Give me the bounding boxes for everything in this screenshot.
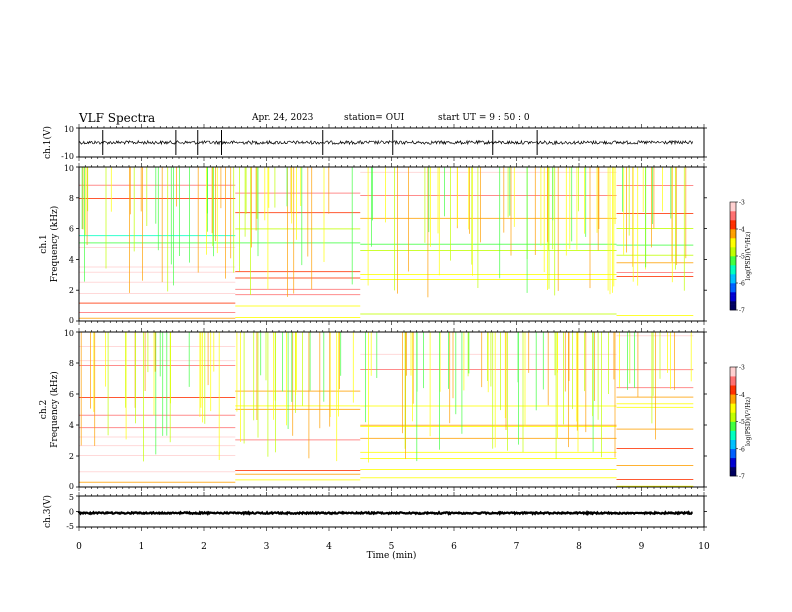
x-tick-label: 6 [451,542,457,552]
ch2-spectrogram-frame [78,331,705,488]
y-tick-label: 10 [64,164,74,173]
y-tick-label: 2 [69,286,74,295]
x-tick-label: 8 [576,542,582,552]
x-tick-label: 7 [514,542,520,552]
ch1-waveform-xticks [78,124,705,161]
colorbar-label: log(PSD)(V²/Hz) [745,397,752,446]
ch1-waveform-ylabel: ch.1(V) [42,126,53,159]
ch1-spectrogram-cells [79,167,694,319]
y-tick-label: 6 [69,390,74,399]
figure-title: VLF Spectra [79,111,156,125]
colorbar-tick-label: -4 [739,392,745,399]
ch2-spectrogram-ylabel: Frequency (kHz) [49,371,60,448]
ch1-spectrogram-xticks [78,163,705,325]
ch3-waveform-xticks [78,492,705,531]
ch2-spectrogram-colorbar: -3 -4 -5 -6 -7 log(PSD)(V²/Hz) [729,365,752,481]
time-axis: 0 1 2 3 4 5 6 7 8 9 10 Time (min) [76,542,710,561]
colorbar-tick-label: -7 [739,474,745,481]
ch1-spectrogram-panel: -3 -4 -5 -6 -7 log(PSD)(V²/Hz) ch.1 Frequency (… [39,163,752,325]
x-tick-label: 2 [201,542,207,552]
colorbar-tick-label: -3 [739,200,745,207]
x-tick-label: 4 [326,542,332,552]
ch1-waveform-trace [78,139,693,146]
ch1-waveform-yticks: 10 -10 [61,125,707,161]
y-tick-label: 4 [69,255,74,264]
ch2-spectrogram-xticks [78,328,705,491]
colorbar-tick-label: -4 [739,227,745,234]
ch2-spectrogram-yticks: 0 2 4 6 8 10 [64,329,707,491]
recording-date: Apr. 24, 2023 [252,113,314,123]
x-tick-label: 5 [389,542,395,552]
y-tick-label: 10 [64,329,74,338]
station-name: station= OUI [344,113,405,123]
ch2-spectrogram-channel-label: ch.2 [39,400,49,419]
x-tick-label: 10 [698,542,710,552]
start-time-ut: start UT = 9 : 50 : 0 [438,113,530,123]
y-tick-label: 2 [69,452,74,461]
y-tick-label: 0 [69,508,74,517]
ch3-waveform-yticks: 5 0 -5 [66,493,707,531]
colorbar-tick-label: -3 [739,365,745,372]
colorbar-tick-label: -6 [739,281,745,288]
colorbar-tick-label: -7 [739,308,745,315]
ch2-spectrogram-panel: -3 -4 -5 -6 -7 log(PSD)(V²/Hz) ch.2 Frequency (… [39,328,752,491]
y-tick-label: 5 [69,493,74,502]
y-tick-label: 0 [69,482,74,491]
colorbar-tick-label: -5 [739,419,745,426]
colorbar-label: log(PSD)(V²/Hz) [745,232,752,281]
ch2-spectrogram-cells [79,332,694,487]
y-tick-label: -10 [61,152,74,161]
y-tick-label: 8 [69,194,74,203]
y-tick-label: 6 [69,225,74,234]
ch1-spectrogram-ylabel: Frequency (kHz) [49,206,60,283]
ch3-waveform-trace [77,510,693,517]
x-tick-label: 0 [76,542,82,552]
ch3-waveform-panel: ch.3(V) 5 0 -5 [42,492,707,531]
colorbar-tick-label: -6 [739,446,745,453]
x-axis-label: Time (min) [367,550,417,561]
ch1-spectrogram-channel-label: ch.1 [39,234,49,253]
ch1-spectrogram-colorbar: -3 -4 -5 -6 -7 log(PSD)(V²/Hz) [729,200,752,315]
ch1-waveform-panel: ch.1(V) 10 -10 [42,124,707,161]
y-tick-label: 8 [69,359,74,368]
colorbar-tick-label: -5 [739,254,745,261]
ch1-spectrogram-yticks: 0 2 4 6 8 10 [64,164,707,325]
ch3-waveform-ylabel: ch.3(V) [42,495,53,528]
y-tick-label: 4 [69,421,74,430]
x-tick-label: 3 [264,542,270,552]
y-tick-label: -5 [66,522,74,531]
x-tick-label: 9 [639,542,645,552]
y-tick-label: 0 [69,316,74,325]
x-tick-label: 1 [139,542,145,552]
y-tick-label: 10 [64,125,74,134]
